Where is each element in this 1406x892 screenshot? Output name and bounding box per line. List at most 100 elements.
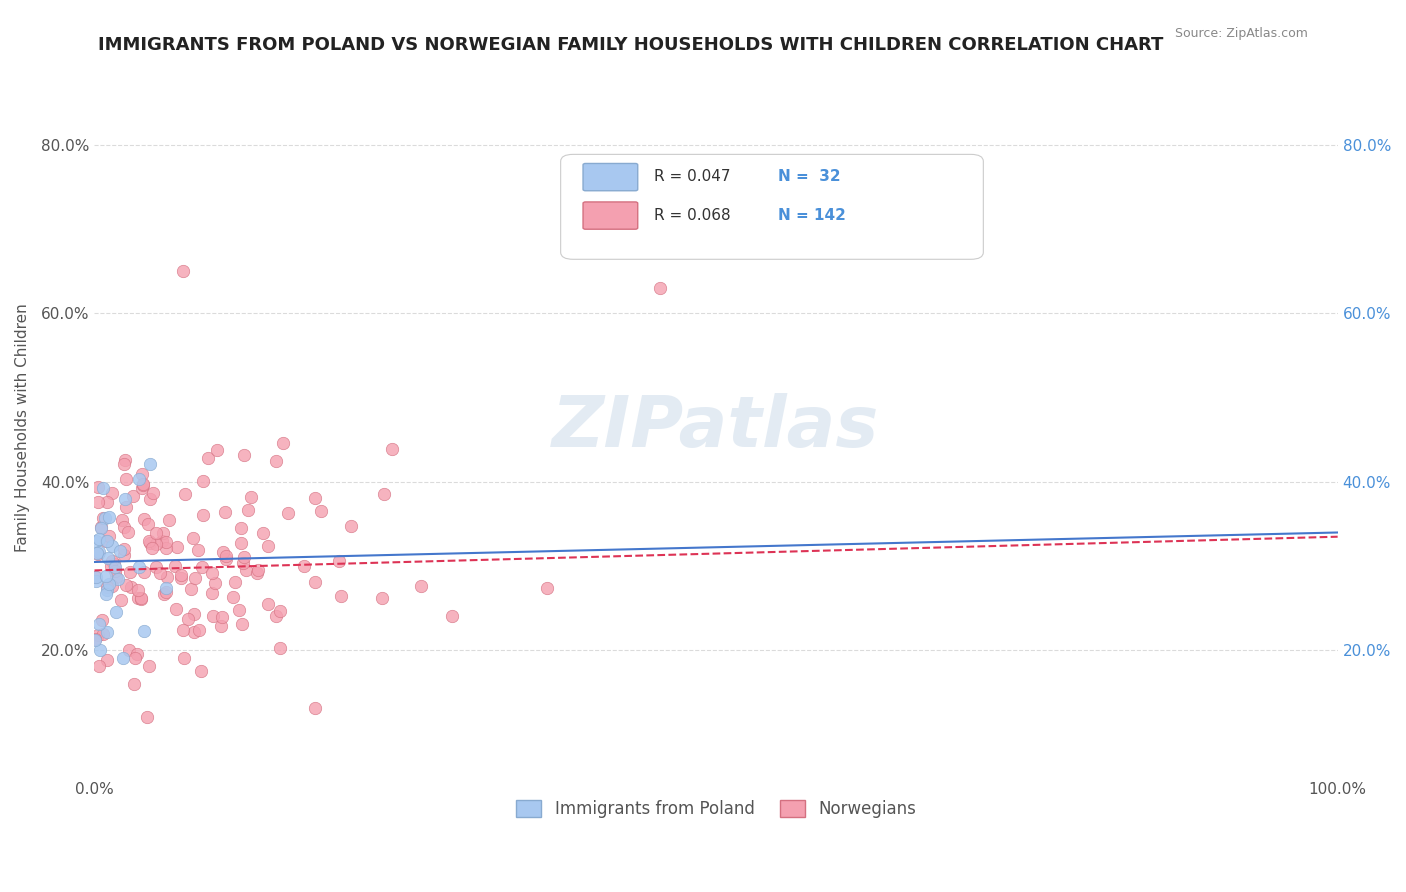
Point: [197, 450, 219, 465]
Point: [142, 486, 165, 500]
Point: [107, 572, 129, 586]
Point: [104, 564, 127, 578]
Point: [240, 491, 263, 505]
Point: [114, 453, 136, 467]
Point: [96, 568, 118, 582]
Point: [135, 710, 157, 724]
Point: [246, 563, 269, 577]
Point: [180, 582, 202, 597]
Point: [117, 525, 139, 540]
Point: [233, 448, 256, 462]
Point: [292, 559, 315, 574]
Point: [212, 545, 235, 559]
Point: [101, 486, 124, 500]
Point: [129, 591, 152, 606]
Point: [264, 454, 287, 468]
Point: [114, 578, 136, 592]
Point: [87, 495, 110, 509]
Point: [304, 701, 326, 715]
Point: [200, 586, 222, 600]
Point: [91, 627, 114, 641]
Point: [89, 545, 111, 559]
Point: [273, 436, 295, 450]
Point: [94, 534, 117, 549]
Point: [112, 457, 135, 471]
Point: [190, 664, 212, 678]
Point: [188, 623, 211, 637]
Point: [84, 632, 107, 646]
Point: [138, 658, 160, 673]
Point: [152, 525, 174, 540]
Point: [371, 591, 394, 606]
FancyBboxPatch shape: [583, 163, 638, 191]
Point: [134, 512, 156, 526]
Point: [165, 602, 187, 616]
Point: [138, 536, 160, 550]
Point: [89, 643, 111, 657]
Point: [112, 548, 135, 562]
Point: [125, 647, 148, 661]
Point: [97, 551, 120, 566]
Point: [204, 576, 226, 591]
Point: [134, 624, 156, 638]
Point: [121, 489, 143, 503]
Point: [157, 513, 180, 527]
Point: [228, 602, 250, 616]
Point: [209, 618, 232, 632]
Point: [89, 659, 111, 673]
Point: [127, 583, 149, 598]
Point: [257, 597, 280, 611]
Point: [191, 474, 214, 488]
Point: [94, 511, 117, 525]
Point: [183, 607, 205, 621]
Point: [131, 467, 153, 482]
Point: [149, 566, 172, 580]
Point: [104, 560, 127, 574]
Point: [104, 606, 127, 620]
Point: [373, 487, 395, 501]
Point: [87, 628, 110, 642]
Point: [84, 574, 107, 588]
Point: [166, 540, 188, 554]
Point: [176, 612, 198, 626]
Point: [233, 549, 256, 564]
Point: [231, 521, 253, 535]
Point: [411, 579, 433, 593]
Point: [231, 617, 253, 632]
Y-axis label: Family Households with Children: Family Households with Children: [15, 302, 30, 551]
Point: [648, 281, 671, 295]
Point: [440, 609, 463, 624]
Point: [141, 541, 163, 555]
Point: [84, 632, 107, 647]
FancyBboxPatch shape: [583, 202, 638, 229]
Point: [190, 559, 212, 574]
Point: [257, 540, 280, 554]
Point: [129, 591, 152, 606]
Point: [155, 535, 177, 549]
Text: R = 0.068: R = 0.068: [654, 208, 731, 223]
Point: [201, 608, 224, 623]
Point: [205, 442, 228, 457]
Point: [96, 625, 118, 640]
Point: [134, 565, 156, 579]
Point: [266, 609, 288, 624]
Point: [112, 541, 135, 556]
Point: [340, 519, 363, 533]
Point: [277, 506, 299, 520]
Point: [124, 651, 146, 665]
Text: ZIPatlas: ZIPatlas: [553, 392, 880, 462]
Point: [114, 492, 136, 507]
Point: [84, 570, 107, 584]
Point: [174, 487, 197, 501]
Point: [269, 605, 291, 619]
Point: [101, 554, 124, 568]
Point: [127, 591, 149, 605]
Point: [91, 510, 114, 524]
Legend: Immigrants from Poland, Norwegians: Immigrants from Poland, Norwegians: [510, 793, 922, 824]
Point: [120, 580, 142, 594]
Text: N = 142: N = 142: [778, 208, 846, 223]
Point: [173, 651, 195, 665]
Point: [181, 531, 204, 545]
Text: R = 0.047: R = 0.047: [654, 169, 730, 185]
Point: [97, 529, 120, 543]
